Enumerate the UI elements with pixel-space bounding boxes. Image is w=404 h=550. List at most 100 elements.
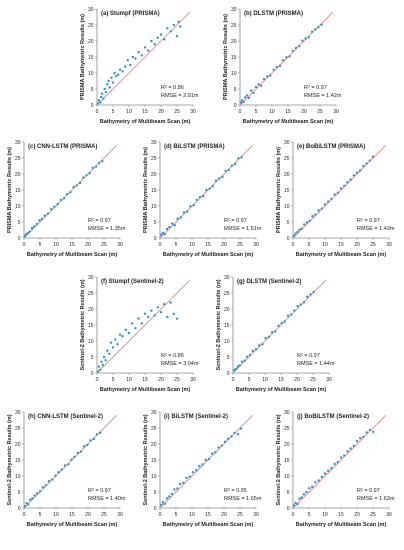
data-point (59, 198, 62, 202)
data-point (238, 364, 241, 367)
y-tick-label: 20 (151, 442, 157, 448)
data-point (207, 457, 211, 461)
r2-label: R² = 0.97 (88, 488, 111, 494)
y-tick-label: 30 (15, 410, 21, 416)
y-tick-label: 20 (284, 442, 290, 448)
data-point (282, 59, 285, 62)
data-point (314, 480, 317, 484)
data-point (33, 494, 36, 497)
data-point (99, 95, 103, 99)
data-point (252, 91, 255, 95)
rmse-label: RMSE = 1.35m (88, 226, 126, 232)
y-tick-label: 20 (284, 172, 290, 178)
x-tick-label: 0 (239, 109, 242, 115)
data-point (245, 355, 249, 358)
data-point (310, 30, 314, 33)
x-axis-label: Bathymetry of Multibeam Scan (m) (163, 252, 254, 258)
data-point (95, 433, 99, 436)
data-point (98, 431, 102, 434)
y-tick-label: 15 (231, 55, 237, 61)
data-point (311, 485, 314, 489)
data-point (292, 504, 296, 507)
data-point (25, 502, 28, 505)
data-point (327, 469, 330, 473)
x-tick-label: 15 (278, 377, 284, 383)
one-to-one-line (96, 11, 191, 106)
rmse-label: RMSE = 1.43m (357, 226, 395, 232)
y-tick-label: 0 (234, 103, 237, 109)
x-tick-label: 5 (175, 242, 178, 248)
y-tick-label: 0 (287, 506, 290, 512)
x-tick-label: 5 (39, 242, 42, 248)
y-tick-label: 25 (284, 156, 290, 162)
x-tick-label: 20 (221, 242, 227, 248)
data-point (233, 368, 236, 372)
data-point (296, 304, 299, 308)
data-point (99, 368, 102, 371)
x-tick-label: 5 (39, 512, 42, 518)
data-point (129, 63, 132, 67)
x-tick-label: 30 (326, 377, 332, 383)
x-axis-label: Bathymetry of Multibeam Scan (m) (236, 387, 327, 393)
y-tick-label: 0 (154, 506, 157, 512)
data-point (28, 498, 32, 501)
data-point (305, 221, 308, 224)
x-tick-label: 20 (85, 242, 91, 248)
x-tick-label: 30 (190, 377, 196, 383)
x-tick-label: 25 (370, 242, 376, 248)
data-point (156, 36, 159, 39)
data-point (220, 444, 223, 447)
data-point (38, 219, 41, 222)
data-point (280, 321, 283, 325)
data-point (239, 101, 243, 104)
data-point (165, 227, 169, 231)
data-point (126, 59, 129, 62)
x-tick-label: 10 (269, 109, 275, 115)
data-point (179, 25, 182, 28)
y-tick-label: 15 (88, 323, 94, 329)
data-point (70, 458, 73, 461)
y-tick-label: 5 (91, 355, 94, 361)
data-point (66, 463, 70, 466)
data-point (264, 336, 267, 340)
x-tick-label: 15 (338, 242, 344, 248)
data-point (221, 175, 224, 179)
data-point (234, 162, 237, 166)
data-point (336, 461, 339, 464)
data-point (50, 478, 54, 481)
data-point (161, 231, 165, 235)
data-point (102, 355, 106, 359)
data-point (314, 28, 317, 31)
y-tick-label: 25 (151, 426, 157, 432)
data-point (23, 504, 27, 508)
data-point (30, 226, 34, 230)
x-axis-label: Bathymetry of Multibeam Scan (m) (163, 522, 254, 528)
data-point (240, 360, 244, 363)
data-point (147, 315, 150, 319)
x-tick-label: 30 (117, 512, 123, 518)
data-point (211, 184, 214, 188)
one-to-one-line (232, 279, 327, 374)
rmse-label: RMSE = 1.51m (224, 226, 262, 232)
data-point (170, 222, 174, 225)
x-tick-label: 10 (262, 377, 268, 383)
data-point (291, 49, 294, 53)
x-tick-label: 15 (205, 242, 211, 248)
data-point (355, 439, 359, 443)
scatter-panel: 0 5 10 15 20 25 30 0 5 10 15 20 25 30 (g) DLSTM (Senti… (216, 275, 335, 393)
data-point (178, 482, 182, 486)
data-point (306, 295, 309, 299)
data-point (294, 232, 297, 235)
y-tick-label: 10 (88, 339, 94, 345)
x-tick-label: 15 (69, 242, 75, 248)
data-point (82, 445, 86, 448)
panel-title: (d) BiLSTM (PRISMA) (164, 144, 225, 150)
data-point (236, 432, 239, 436)
data-point (312, 290, 315, 294)
data-point (365, 431, 368, 434)
data-point (111, 81, 115, 84)
one-to-one-line (292, 414, 387, 509)
y-tick-label: 5 (18, 220, 21, 226)
data-point (175, 35, 179, 38)
y-tick-label: 15 (15, 458, 21, 464)
